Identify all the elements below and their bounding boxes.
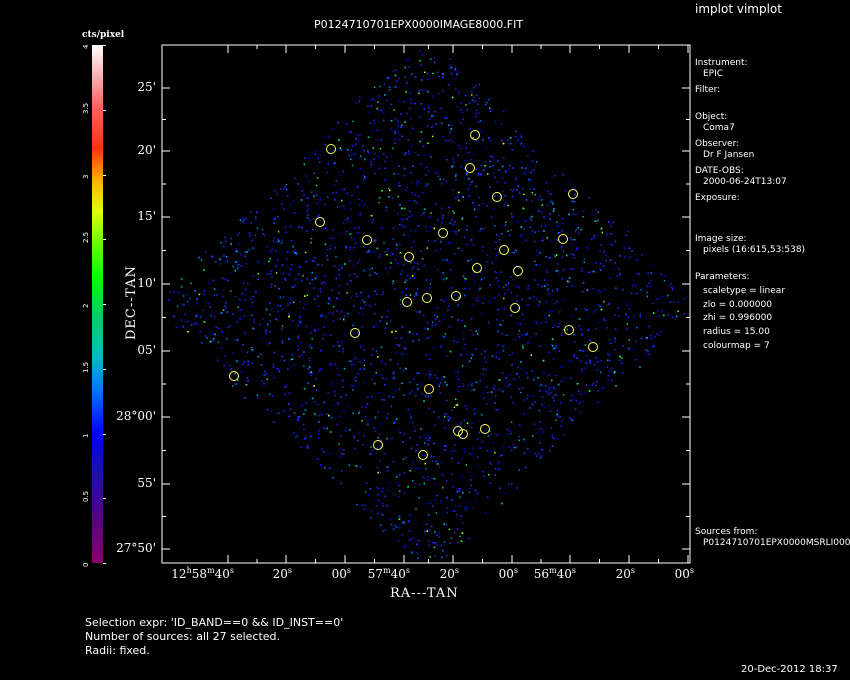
filter-label: Filter: <box>695 85 721 95</box>
x-tick-label: 56m40s <box>533 566 576 581</box>
selection-expr: Selection expr: 'ID_BAND==0 && ID_INST==… <box>85 616 344 629</box>
sources-value: P0124710701EPX0000MSRLI0000.F <box>703 538 850 548</box>
source-circle <box>326 144 336 154</box>
source-circle <box>470 130 480 140</box>
source-circle <box>480 424 490 434</box>
source-circle <box>564 325 574 335</box>
colorbar-tick <box>103 109 106 111</box>
colorbar-tick <box>103 304 106 305</box>
x-tick-label: 20s <box>615 566 635 581</box>
source-circle <box>229 371 239 381</box>
colorbar-label: cts/pixel <box>82 30 125 40</box>
timestamp: 20-Dec-2012 18:37 <box>741 664 838 675</box>
source-circle <box>402 297 412 307</box>
source-circle <box>438 228 448 238</box>
y-tick-label: 25' <box>137 80 156 94</box>
object-label: Object: <box>695 112 728 122</box>
source-circle <box>465 163 475 173</box>
source-circle <box>499 245 509 255</box>
x-tick-label: 12h58m40s <box>171 566 234 581</box>
colorbar-tick <box>103 498 106 500</box>
source-circle <box>510 303 520 313</box>
y-tick-label: 55' <box>137 476 156 490</box>
param-zhi: zhi = 0.996000 <box>703 313 773 323</box>
source-circles <box>229 130 598 460</box>
source-circle <box>513 266 523 276</box>
plot-frame <box>161 44 691 564</box>
y-axis-label: DEC--TAN <box>124 265 139 340</box>
axis-ticks <box>162 45 690 563</box>
observer-label: Observer: <box>695 139 740 149</box>
source-circle <box>453 426 463 436</box>
y-tick-label: 27°50' <box>116 541 156 555</box>
x-tick-label: 00s <box>674 566 694 581</box>
source-circle <box>350 328 360 338</box>
source-circle <box>404 252 414 262</box>
param-scaletype: scaletype = linear <box>703 286 786 296</box>
source-circle <box>373 440 383 450</box>
source-circle <box>472 263 482 273</box>
source-circle <box>451 291 461 301</box>
param-zlo: zlo = 0.000000 <box>703 300 772 310</box>
source-circle <box>315 217 325 227</box>
image-size-value: pixels (16:615,53:538) <box>703 245 806 255</box>
x-tick-label: 00s <box>498 566 518 581</box>
source-circle <box>418 450 428 460</box>
source-circle <box>568 189 578 199</box>
y-tick-label: 28°00' <box>116 409 156 423</box>
source-circle <box>588 342 598 352</box>
y-tick-label: 05' <box>137 343 156 357</box>
y-tick-label: 15' <box>137 209 156 223</box>
date-label: DATE-OBS: <box>695 166 744 176</box>
source-circle <box>424 384 434 394</box>
window-title: implot vimplot <box>695 2 782 16</box>
exposure-label: Exposure: <box>695 193 740 203</box>
plot-title: P0124710701EPX0000IMAGE8000.FIT <box>314 18 524 31</box>
y-tick-label: 10' <box>137 276 156 290</box>
colorbar <box>92 45 103 563</box>
observer-value: Dr F Jansen <box>703 150 755 160</box>
y-tick-label: 20' <box>137 143 156 157</box>
source-circle <box>362 235 372 245</box>
image-size-label: Image size: <box>695 234 747 244</box>
colorbar-tick <box>103 239 106 241</box>
x-tick-label: 00s <box>331 566 351 581</box>
x-tick-label: 20s <box>272 566 292 581</box>
instrument-value: EPIC <box>703 69 724 79</box>
radii-info: Radii: fixed. <box>85 644 150 657</box>
source-circle <box>458 429 468 439</box>
source-circle <box>558 234 568 244</box>
object-value: Coma7 <box>703 123 735 133</box>
colorbar-tick <box>103 174 106 176</box>
source-circle <box>422 293 432 303</box>
sources-label: Sources from: <box>695 527 758 537</box>
colorbar-tick <box>103 368 106 370</box>
x-axis-label: RA---TAN <box>390 586 459 601</box>
param-colourmap: colourmap = 7 <box>703 341 770 351</box>
instrument-label: Instrument: <box>695 58 748 68</box>
photon-noise-layer <box>168 50 686 559</box>
x-tick-label: 57m40s <box>367 566 410 581</box>
colorbar-tick <box>103 563 106 564</box>
source-circle <box>492 192 502 202</box>
number-of-sources: Number of sources: all 27 selected. <box>85 630 281 643</box>
colorbar-tick <box>103 45 106 46</box>
x-tick-label: 20s <box>439 566 459 581</box>
parameters-label: Parameters: <box>695 272 750 282</box>
date-value: 2000-06-24T13:07 <box>703 177 787 187</box>
param-radius: radius = 15.00 <box>703 327 770 337</box>
colorbar-tick <box>103 433 106 435</box>
